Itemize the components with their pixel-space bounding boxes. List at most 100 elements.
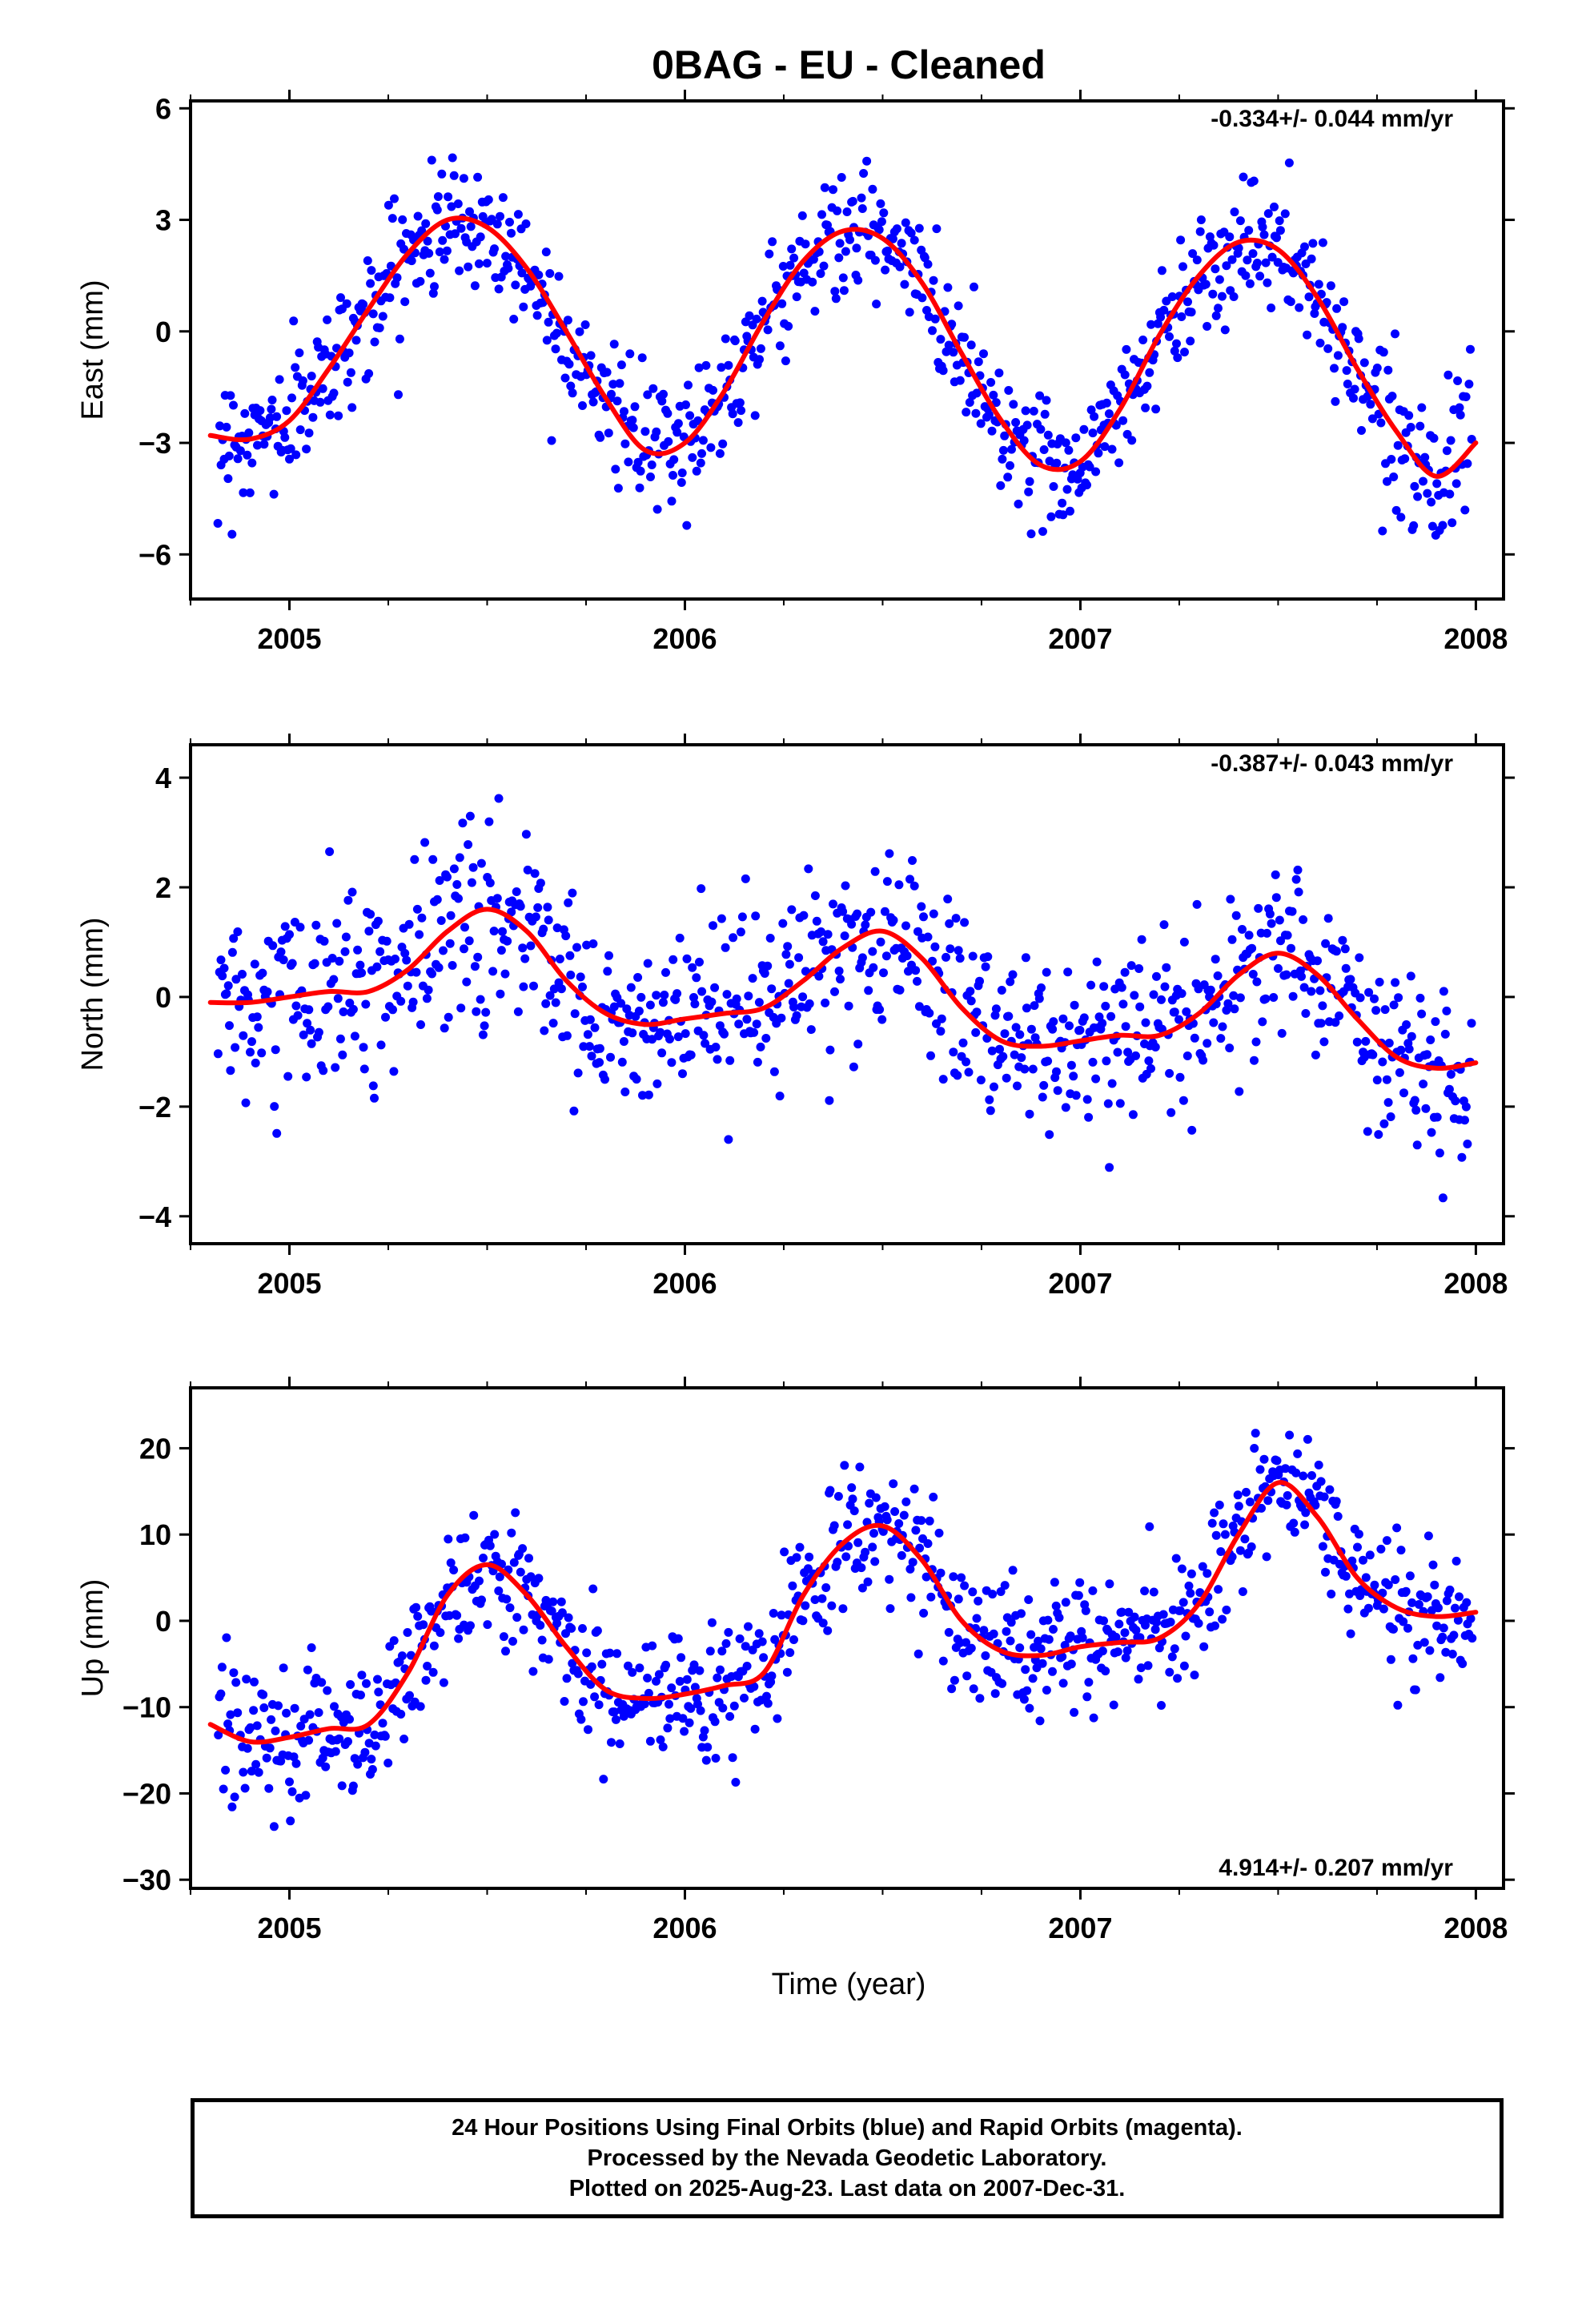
- data-point: [465, 207, 474, 216]
- data-point: [1075, 1578, 1085, 1587]
- data-point: [1131, 1626, 1141, 1635]
- y-axis-title: East (mm): [76, 279, 110, 420]
- data-point: [765, 934, 775, 943]
- data-point: [1391, 1575, 1400, 1584]
- data-point: [1128, 1110, 1138, 1120]
- data-point: [957, 1573, 966, 1582]
- data-point: [1376, 418, 1386, 428]
- data-point: [1190, 1033, 1199, 1043]
- data-point: [259, 440, 269, 449]
- data-point: [235, 446, 245, 456]
- data-point: [1241, 271, 1251, 280]
- data-point: [892, 224, 901, 234]
- data-point: [1229, 991, 1239, 1000]
- data-point: [882, 877, 892, 887]
- data-point: [1442, 1006, 1452, 1015]
- data-point: [1106, 1011, 1116, 1021]
- data-point: [797, 211, 807, 220]
- data-point: [562, 1031, 572, 1040]
- data-point: [1283, 931, 1292, 940]
- data-point: [1214, 304, 1223, 313]
- data-point: [267, 1715, 276, 1724]
- data-point: [439, 1678, 448, 1687]
- data-point: [1115, 1099, 1125, 1108]
- data-point: [1070, 1707, 1079, 1717]
- data-point: [218, 971, 227, 981]
- data-point: [1035, 391, 1045, 400]
- data-point: [1110, 984, 1120, 994]
- data-point: [481, 1007, 491, 1017]
- data-point: [825, 1096, 834, 1105]
- data-point: [951, 914, 961, 923]
- data-point: [355, 960, 365, 970]
- data-point: [1157, 1701, 1166, 1710]
- data-point: [370, 337, 379, 347]
- data-point: [1449, 1630, 1459, 1640]
- data-point: [853, 1039, 863, 1049]
- data-point: [1251, 1037, 1261, 1047]
- data-point: [1190, 1671, 1199, 1680]
- data-point: [1234, 1502, 1243, 1511]
- data-point: [544, 317, 553, 327]
- data-point: [1121, 1653, 1130, 1663]
- data-point: [512, 887, 521, 896]
- data-point: [861, 1547, 870, 1557]
- data-point: [561, 1629, 570, 1638]
- data-point: [1441, 1647, 1451, 1657]
- data-point: [1389, 1624, 1398, 1634]
- data-point: [1330, 364, 1339, 373]
- data-point: [620, 439, 630, 448]
- data-point: [1206, 985, 1215, 995]
- data-point: [682, 954, 692, 963]
- data-point: [971, 408, 981, 418]
- data-point: [1280, 209, 1290, 219]
- data-point: [403, 981, 412, 991]
- data-point: [1042, 1686, 1051, 1695]
- data-point: [216, 955, 226, 965]
- data-point: [1015, 1643, 1025, 1653]
- data-point: [1134, 1675, 1143, 1684]
- data-point: [686, 1703, 696, 1713]
- data-point: [1338, 323, 1347, 332]
- data-point: [560, 1697, 569, 1706]
- data-point: [1331, 947, 1341, 956]
- data-point: [633, 457, 643, 467]
- data-point: [785, 959, 794, 969]
- data-point: [1213, 971, 1223, 980]
- data-point: [533, 903, 543, 912]
- data-point: [1368, 1050, 1378, 1059]
- data-point: [1378, 526, 1387, 536]
- data-point: [962, 1057, 971, 1067]
- data-point: [749, 1682, 759, 1691]
- data-point: [1395, 1068, 1404, 1077]
- data-point: [317, 1678, 327, 1687]
- data-point: [929, 909, 938, 919]
- data-point: [640, 427, 650, 436]
- data-point: [1084, 1112, 1094, 1122]
- data-point: [1451, 1603, 1460, 1613]
- data-point: [628, 1028, 637, 1038]
- data-point: [1432, 1112, 1442, 1122]
- data-point: [1030, 1001, 1039, 1011]
- data-point: [231, 1678, 241, 1687]
- data-point: [568, 888, 577, 898]
- data-point: [847, 1483, 857, 1493]
- y-axis-title: Up (mm): [76, 1579, 110, 1698]
- data-point: [1286, 297, 1295, 307]
- data-point: [223, 1719, 233, 1729]
- data-point: [1311, 1501, 1320, 1510]
- data-point: [466, 222, 476, 231]
- data-point: [1404, 411, 1414, 420]
- data-point: [882, 1515, 892, 1525]
- data-point: [575, 327, 584, 336]
- data-point: [696, 458, 705, 468]
- data-point: [239, 1767, 248, 1777]
- data-point: [909, 881, 919, 891]
- data-point: [1101, 1667, 1110, 1676]
- data-point: [1022, 420, 1032, 430]
- data-point: [286, 1816, 295, 1826]
- data-point: [302, 1072, 311, 1082]
- data-point: [806, 1025, 816, 1035]
- data-point: [1359, 1555, 1367, 1565]
- data-point: [509, 315, 519, 324]
